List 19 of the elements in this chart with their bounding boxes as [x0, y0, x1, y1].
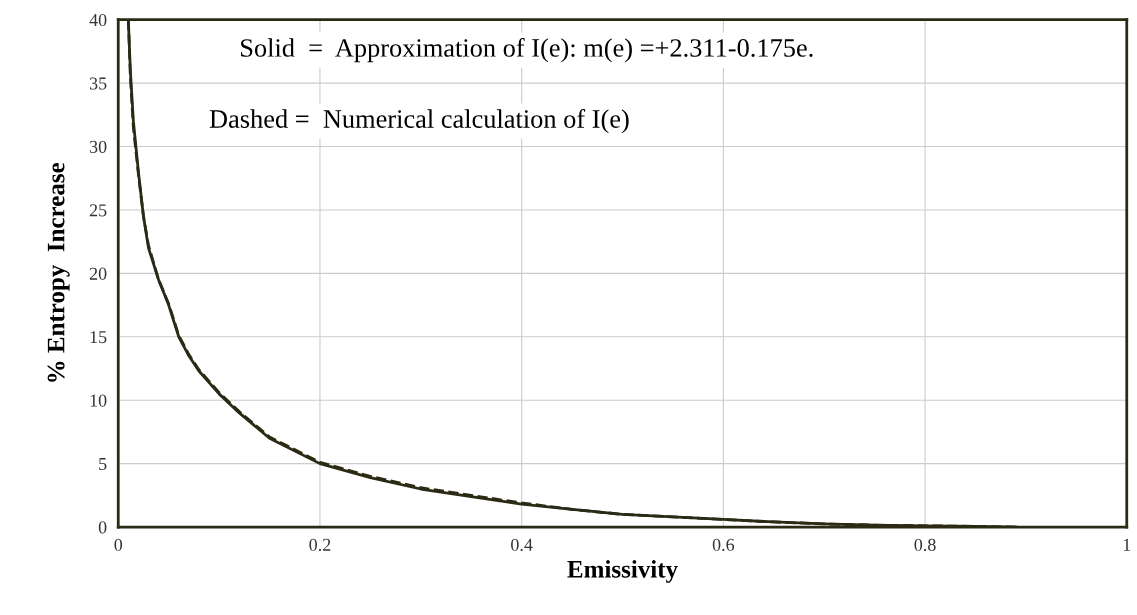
y-tick-label: 0	[98, 521, 107, 534]
y-tick-label: 25	[89, 204, 107, 217]
y-tick-label: 15	[90, 331, 107, 344]
x-tick-label: 0.8	[914, 538, 936, 551]
x-tick-label: 0.6	[712, 538, 735, 551]
y-tick-label: 30	[89, 140, 107, 153]
y-tick-label: 35	[89, 77, 107, 90]
y-tick-label: 10	[90, 394, 107, 407]
annotation: Solid = Approximation of I(e): m(e) =+2.311-0.175e.	[241, 38, 813, 63]
x-tick-label: 1	[1123, 538, 1131, 551]
y-tick-label: 40	[89, 13, 107, 27]
y-tick-label: 20	[89, 267, 107, 280]
x-axis-title: Emissivity	[567, 560, 678, 583]
y-tick-label: 5	[99, 458, 107, 471]
x-tick-label: 0.4	[511, 538, 533, 551]
annotation: Dashed = Numerical calculation of I(e)	[209, 109, 629, 134]
y-axis-title: % Entropy Increase	[47, 163, 70, 382]
x-tick-label: 0	[114, 538, 123, 551]
x-tick-label: 0.2	[309, 538, 331, 551]
